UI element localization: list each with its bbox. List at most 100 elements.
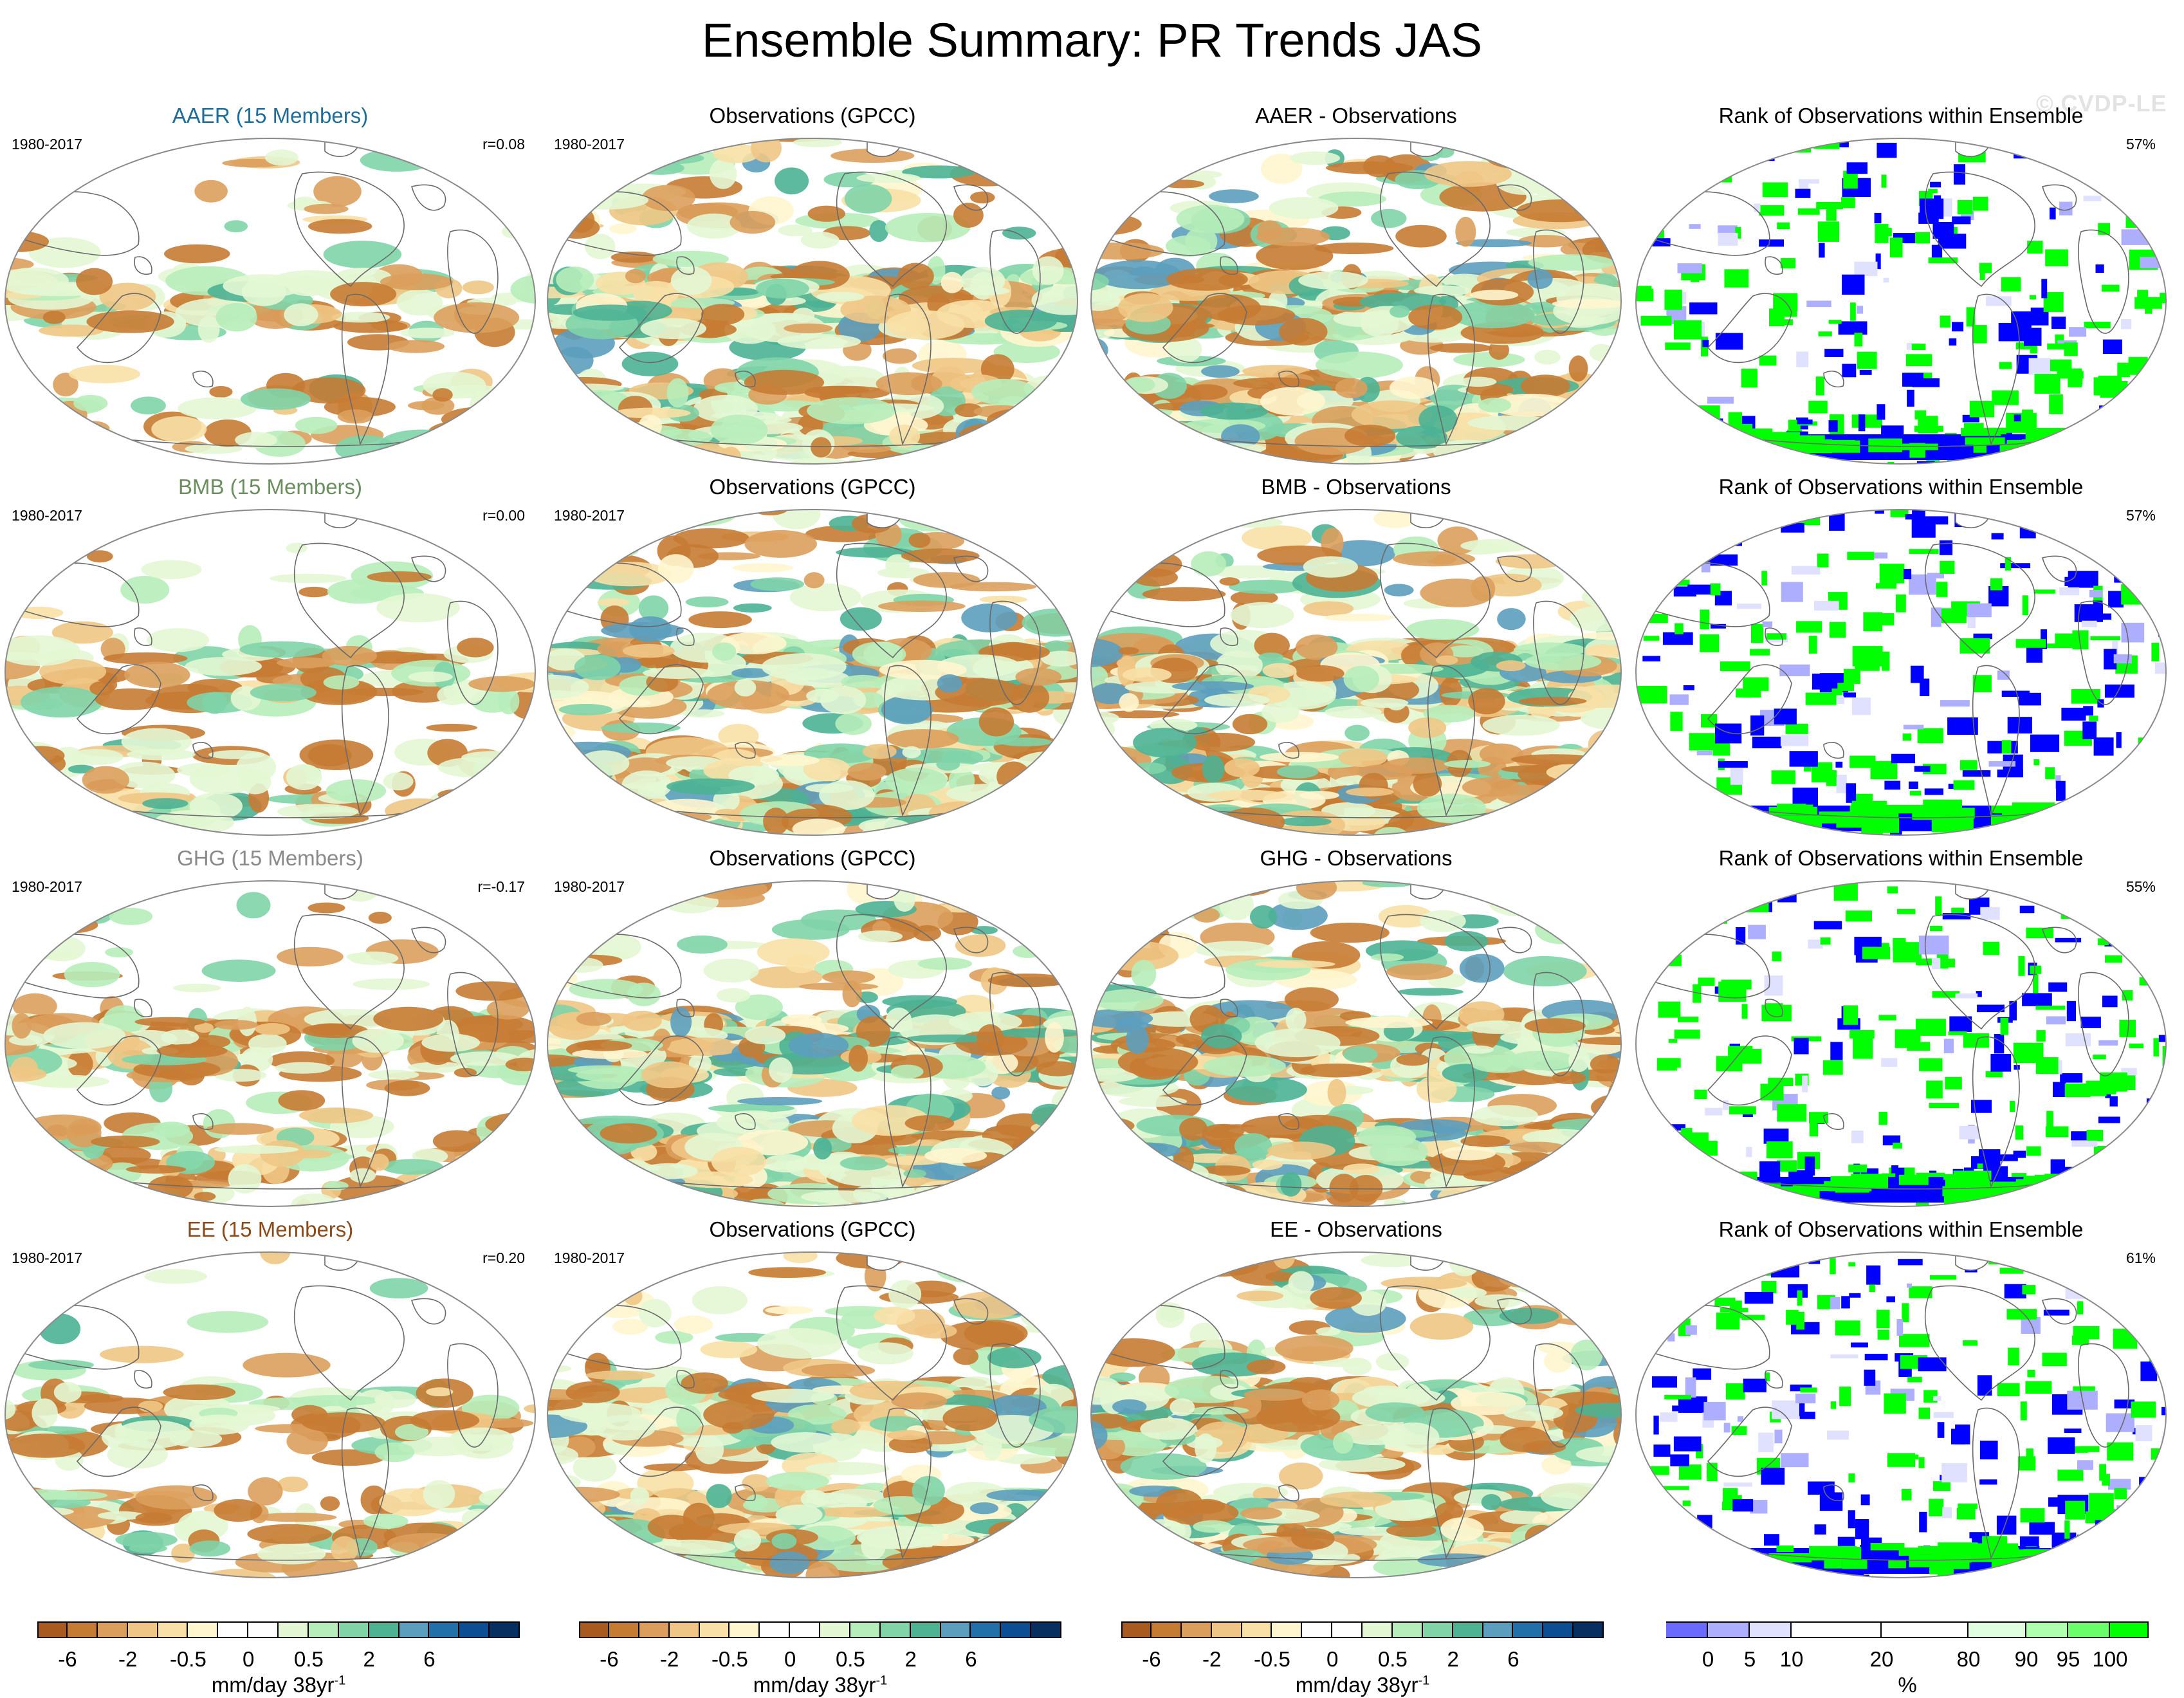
colorbar-tick-label: 2 bbox=[363, 1647, 375, 1671]
period-label: 1980-2017 bbox=[554, 878, 625, 895]
colorbar-swatch bbox=[1392, 1621, 1423, 1638]
coastline-5 bbox=[447, 229, 499, 334]
coastline-6 bbox=[2118, 555, 2162, 581]
coastline-1 bbox=[341, 1036, 389, 1188]
colorbar-swatch bbox=[971, 1621, 1002, 1638]
obs-map bbox=[547, 1251, 1078, 1578]
colorbar-swatch bbox=[399, 1621, 430, 1638]
coastline-8 bbox=[1278, 741, 1299, 759]
colorbar-tick-label: 20 bbox=[1869, 1647, 1894, 1671]
coastline-1 bbox=[1427, 1407, 1475, 1560]
units-text: mm/day 38yr bbox=[211, 1673, 335, 1697]
colorbar-tick-label: 0 bbox=[242, 1647, 255, 1671]
colorbar-swatch bbox=[429, 1621, 460, 1638]
ensemble-map bbox=[5, 1251, 536, 1578]
diff-panel-row-4: EE - Observations bbox=[1086, 1217, 1626, 1587]
coastline-2 bbox=[293, 1285, 405, 1401]
coastline-1 bbox=[1427, 665, 1475, 817]
coastline-5 bbox=[447, 600, 499, 705]
colorbar-tick-label: 90 bbox=[2014, 1647, 2039, 1671]
coastline-2 bbox=[1924, 914, 2035, 1030]
coastline-7 bbox=[1220, 627, 1238, 646]
colorbar-tick-label: 6 bbox=[1507, 1647, 1519, 1671]
coastline-0 bbox=[1162, 1407, 1247, 1477]
period-label: 1980-2017 bbox=[12, 1250, 82, 1266]
diff-panel-row-3: GHG - Observations bbox=[1086, 845, 1626, 1215]
colorbar-swatch bbox=[1242, 1621, 1272, 1638]
map-border bbox=[1635, 509, 2167, 836]
coastline-6 bbox=[488, 1298, 531, 1324]
diff-panel-row-2: BMB - Observations bbox=[1086, 474, 1626, 844]
colorbar-tick-label: 100 bbox=[2092, 1647, 2128, 1671]
coastline-3 bbox=[953, 1298, 989, 1325]
pr-colorbar-2: -6 -2 -0.5 0 0.5 2 6 mm/day 38yr-1 bbox=[579, 1621, 1061, 1697]
rank-panel-row-2: Rank of Observations within Ensemble 57% bbox=[1631, 474, 2171, 844]
map-frame bbox=[1086, 506, 1626, 844]
obs-panel-row-3: Observations (GPCC) 1980-2017 bbox=[542, 845, 1083, 1215]
colorbar-tick-label: -2 bbox=[1202, 1647, 1222, 1671]
panel-title: Rank of Observations within Ensemble bbox=[1718, 846, 2084, 870]
units-exponent: -1 bbox=[334, 1674, 346, 1688]
coastline-5 bbox=[2078, 229, 2129, 334]
colorbar-swatch bbox=[1968, 1621, 2026, 1638]
coastline-5 bbox=[989, 600, 1041, 705]
map-frame bbox=[1631, 506, 2171, 844]
coastline-3 bbox=[1497, 1298, 1532, 1325]
coastline-7 bbox=[1220, 256, 1238, 275]
coastline-8 bbox=[192, 370, 214, 387]
map-border bbox=[1635, 1251, 2167, 1578]
map-border bbox=[1090, 138, 1622, 465]
colorbar-swatch bbox=[1031, 1621, 1061, 1638]
ensemble-panel-row-3: GHG (15 Members) 1980-2017 r=-0.17 bbox=[0, 845, 540, 1215]
coastline-6 bbox=[1574, 1298, 1617, 1324]
map-frame bbox=[1086, 1249, 1626, 1587]
coastline-1 bbox=[1427, 1036, 1475, 1188]
coastline-5 bbox=[447, 1343, 499, 1448]
coastline-8 bbox=[192, 1484, 214, 1501]
diff-panel-row-1: AAER - Observations bbox=[1086, 103, 1626, 473]
map-frame bbox=[0, 878, 540, 1215]
units-exponent: -1 bbox=[876, 1674, 888, 1688]
obs-map bbox=[547, 138, 1078, 465]
coastline-5 bbox=[2078, 972, 2129, 1076]
colorbar-tick-label: 80 bbox=[1956, 1647, 1981, 1671]
colorbar-swatch bbox=[369, 1621, 399, 1638]
map-border bbox=[5, 509, 536, 836]
colorbar-swatch bbox=[1574, 1621, 1604, 1638]
coastline-6 bbox=[1574, 184, 1617, 210]
rank-panel-row-1: Rank of Observations within Ensemble 57% bbox=[1631, 103, 2171, 473]
coastline-0 bbox=[1707, 664, 1792, 735]
coastline-0 bbox=[1707, 1407, 1792, 1477]
colorbar-tick-label: -0.5 bbox=[1253, 1647, 1290, 1671]
coastline-8 bbox=[735, 370, 756, 387]
colorbar-swatch bbox=[1272, 1621, 1303, 1638]
coastline-1 bbox=[1972, 1036, 2020, 1188]
panel-title: Rank of Observations within Ensemble bbox=[1718, 475, 2084, 499]
ensemble-panel-row-2: BMB (15 Members) 1980-2017 r=0.00 bbox=[0, 474, 540, 844]
panel-title: EE - Observations bbox=[1270, 1217, 1442, 1241]
obs-panel-row-2: Observations (GPCC) 1980-2017 bbox=[542, 474, 1083, 844]
colorbar-swatch bbox=[37, 1621, 68, 1638]
units-exponent: -1 bbox=[1418, 1674, 1430, 1688]
percent-label: 57% bbox=[2125, 136, 2156, 152]
coastline-5 bbox=[1533, 229, 1584, 334]
correlation-label: r=-0.17 bbox=[477, 878, 525, 895]
coastline-2 bbox=[293, 914, 405, 1030]
obs-panel-row-4: Observations (GPCC) 1980-2017 bbox=[542, 1217, 1083, 1587]
pr-colorbar-3: -6 -2 -0.5 0 0.5 2 6 mm/day 38yr-1 bbox=[1121, 1621, 1604, 1697]
panel-title: Observations (GPCC) bbox=[709, 846, 916, 870]
coastline-6 bbox=[1030, 1298, 1074, 1324]
colorbar-tick-label: -6 bbox=[1142, 1647, 1161, 1671]
colorbar-swatch bbox=[158, 1621, 188, 1638]
colorbar-swatch bbox=[2026, 1621, 2068, 1638]
coastline-7 bbox=[1220, 999, 1238, 1017]
pr-colorbar-1: -6 -2 -0.5 0 0.5 2 6 mm/day 38yr-1 bbox=[37, 1621, 520, 1697]
map-border bbox=[547, 509, 1078, 836]
colorbar-swatch bbox=[850, 1621, 881, 1638]
coastline-3 bbox=[2042, 927, 2077, 954]
coastline-6 bbox=[1030, 927, 1074, 952]
map-frame bbox=[0, 506, 540, 844]
coastline-8 bbox=[1823, 1484, 1844, 1501]
colorbar-swatch bbox=[67, 1621, 98, 1638]
coastline-5 bbox=[447, 972, 499, 1076]
